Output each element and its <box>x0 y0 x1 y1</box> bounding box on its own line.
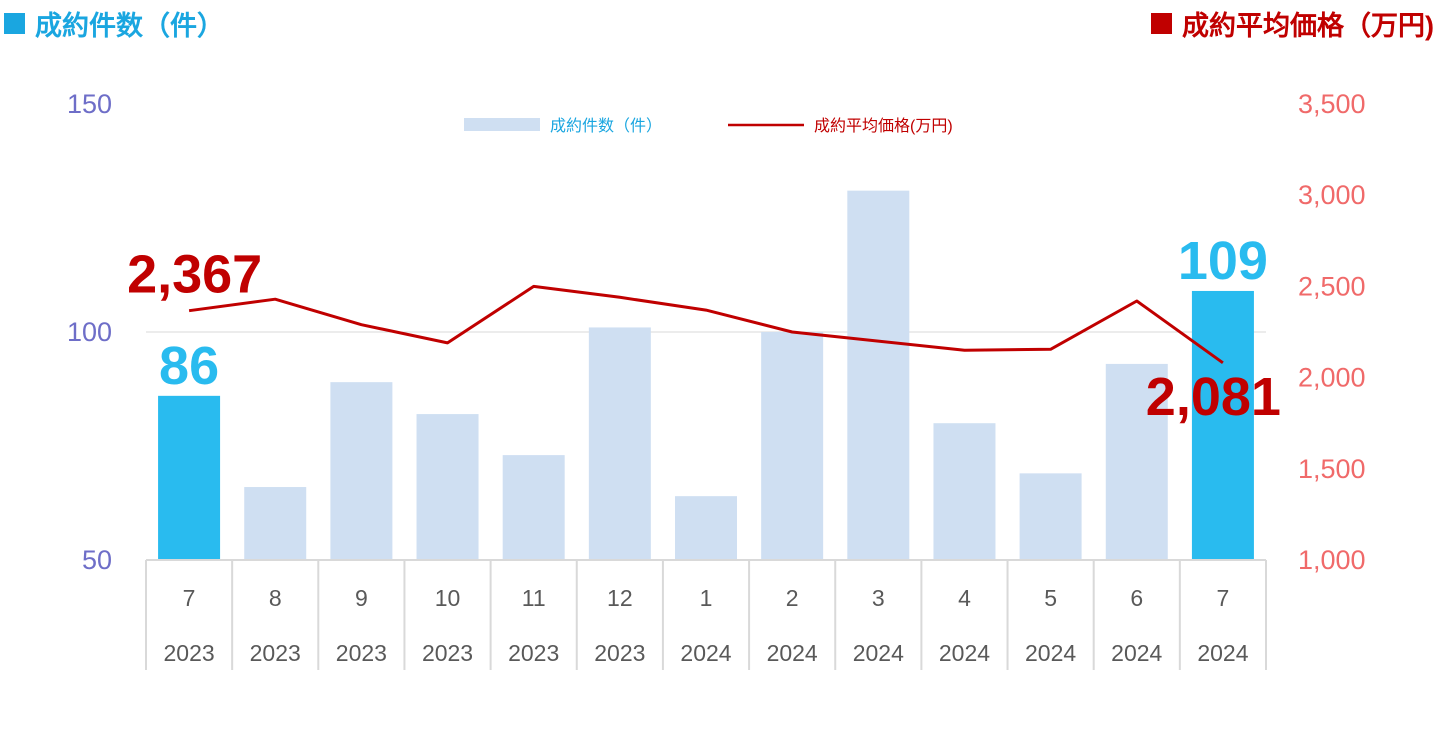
bar <box>158 395 221 560</box>
left-axis: 50 100 150 <box>67 89 112 575</box>
x-tick-year: 2023 <box>422 640 473 666</box>
right-axis-tick: 3,500 <box>1298 89 1366 119</box>
x-tick-month: 1 <box>700 585 713 611</box>
line-series-marker-icon <box>1151 13 1172 34</box>
bar <box>244 487 307 560</box>
bar-series <box>158 190 1254 560</box>
bar <box>416 414 479 560</box>
x-tick-month: 12 <box>607 585 633 611</box>
right-axis-tick: 2,500 <box>1298 271 1366 301</box>
x-tick-month: 5 <box>1044 585 1057 611</box>
x-axis: 7 2023 8 2023 9 2023 10 2023 11 2023 12 2023 1 2024 2 2… <box>145 559 1267 670</box>
bar <box>588 327 651 560</box>
x-tick-year: 2023 <box>336 640 387 666</box>
right-axis-tick: 1,000 <box>1298 545 1366 575</box>
bar <box>330 382 393 560</box>
x-tick-month: 7 <box>1217 585 1230 611</box>
x-tick-year: 2024 <box>853 640 904 666</box>
right-axis-title-text: 成約平均価格（万円) <box>1182 11 1434 41</box>
x-tick-year: 2024 <box>1111 640 1162 666</box>
legend-bar-swatch <box>464 118 540 131</box>
legend-bar-label: 成約件数（件） <box>550 117 662 135</box>
bar <box>675 496 737 560</box>
bar <box>502 455 565 560</box>
x-tick-month: 8 <box>269 585 282 611</box>
x-tick-year: 2023 <box>163 640 214 666</box>
x-tick-month: 7 <box>183 585 196 611</box>
right-axis-tick: 2,000 <box>1298 363 1366 393</box>
left-axis-tick: 50 <box>82 545 112 575</box>
x-tick-year: 2024 <box>680 640 731 666</box>
line-data-label: 2,081 <box>1146 367 1281 427</box>
x-tick-year: 2024 <box>939 640 990 666</box>
x-tick-month: 4 <box>958 585 971 611</box>
left-axis-title-text: 成約件数（件） <box>35 11 224 41</box>
x-tick-month: 3 <box>872 585 885 611</box>
bar-series-marker-icon <box>4 13 25 34</box>
x-tick-month: 6 <box>1130 585 1143 611</box>
bar <box>761 332 824 560</box>
bar-data-label: 86 <box>159 336 219 396</box>
left-axis-tick: 100 <box>67 317 112 347</box>
x-tick-year: 2024 <box>1025 640 1076 666</box>
left-axis-tick: 150 <box>67 89 112 119</box>
x-tick-year: 2023 <box>594 640 645 666</box>
legend-line-label: 成約平均価格(万円) <box>814 117 953 135</box>
right-axis-tick: 3,000 <box>1298 180 1366 210</box>
x-tick-month: 2 <box>786 585 799 611</box>
legend: 成約件数（件） 成約平均価格(万円) <box>464 117 953 135</box>
price-line <box>188 284 1224 365</box>
bar <box>847 190 910 560</box>
line-data-label: 2,367 <box>127 245 262 305</box>
right-axis: 1,000 1,500 2,000 2,500 3,000 3,500 <box>1298 89 1366 575</box>
x-tick-month: 9 <box>355 585 368 611</box>
data-labels: 86 109 2,367 2,081 <box>127 231 1281 427</box>
bar <box>1191 290 1254 560</box>
x-tick-year: 2024 <box>1197 640 1248 666</box>
line-series <box>188 284 1224 365</box>
x-tick-year: 2024 <box>767 640 818 666</box>
bar <box>933 423 996 560</box>
bar <box>1105 363 1168 560</box>
bar-data-label: 109 <box>1178 231 1268 291</box>
x-tick-month: 11 <box>522 585 546 611</box>
x-tick-year: 2023 <box>250 640 301 666</box>
x-tick-month: 10 <box>435 585 461 611</box>
right-axis-title: 成約平均価格（万円) <box>1151 4 1434 43</box>
left-axis-title: 成約件数（件） <box>4 4 224 43</box>
bar <box>1019 473 1082 560</box>
right-axis-tick: 1,500 <box>1298 454 1366 484</box>
x-tick-year: 2023 <box>508 640 559 666</box>
